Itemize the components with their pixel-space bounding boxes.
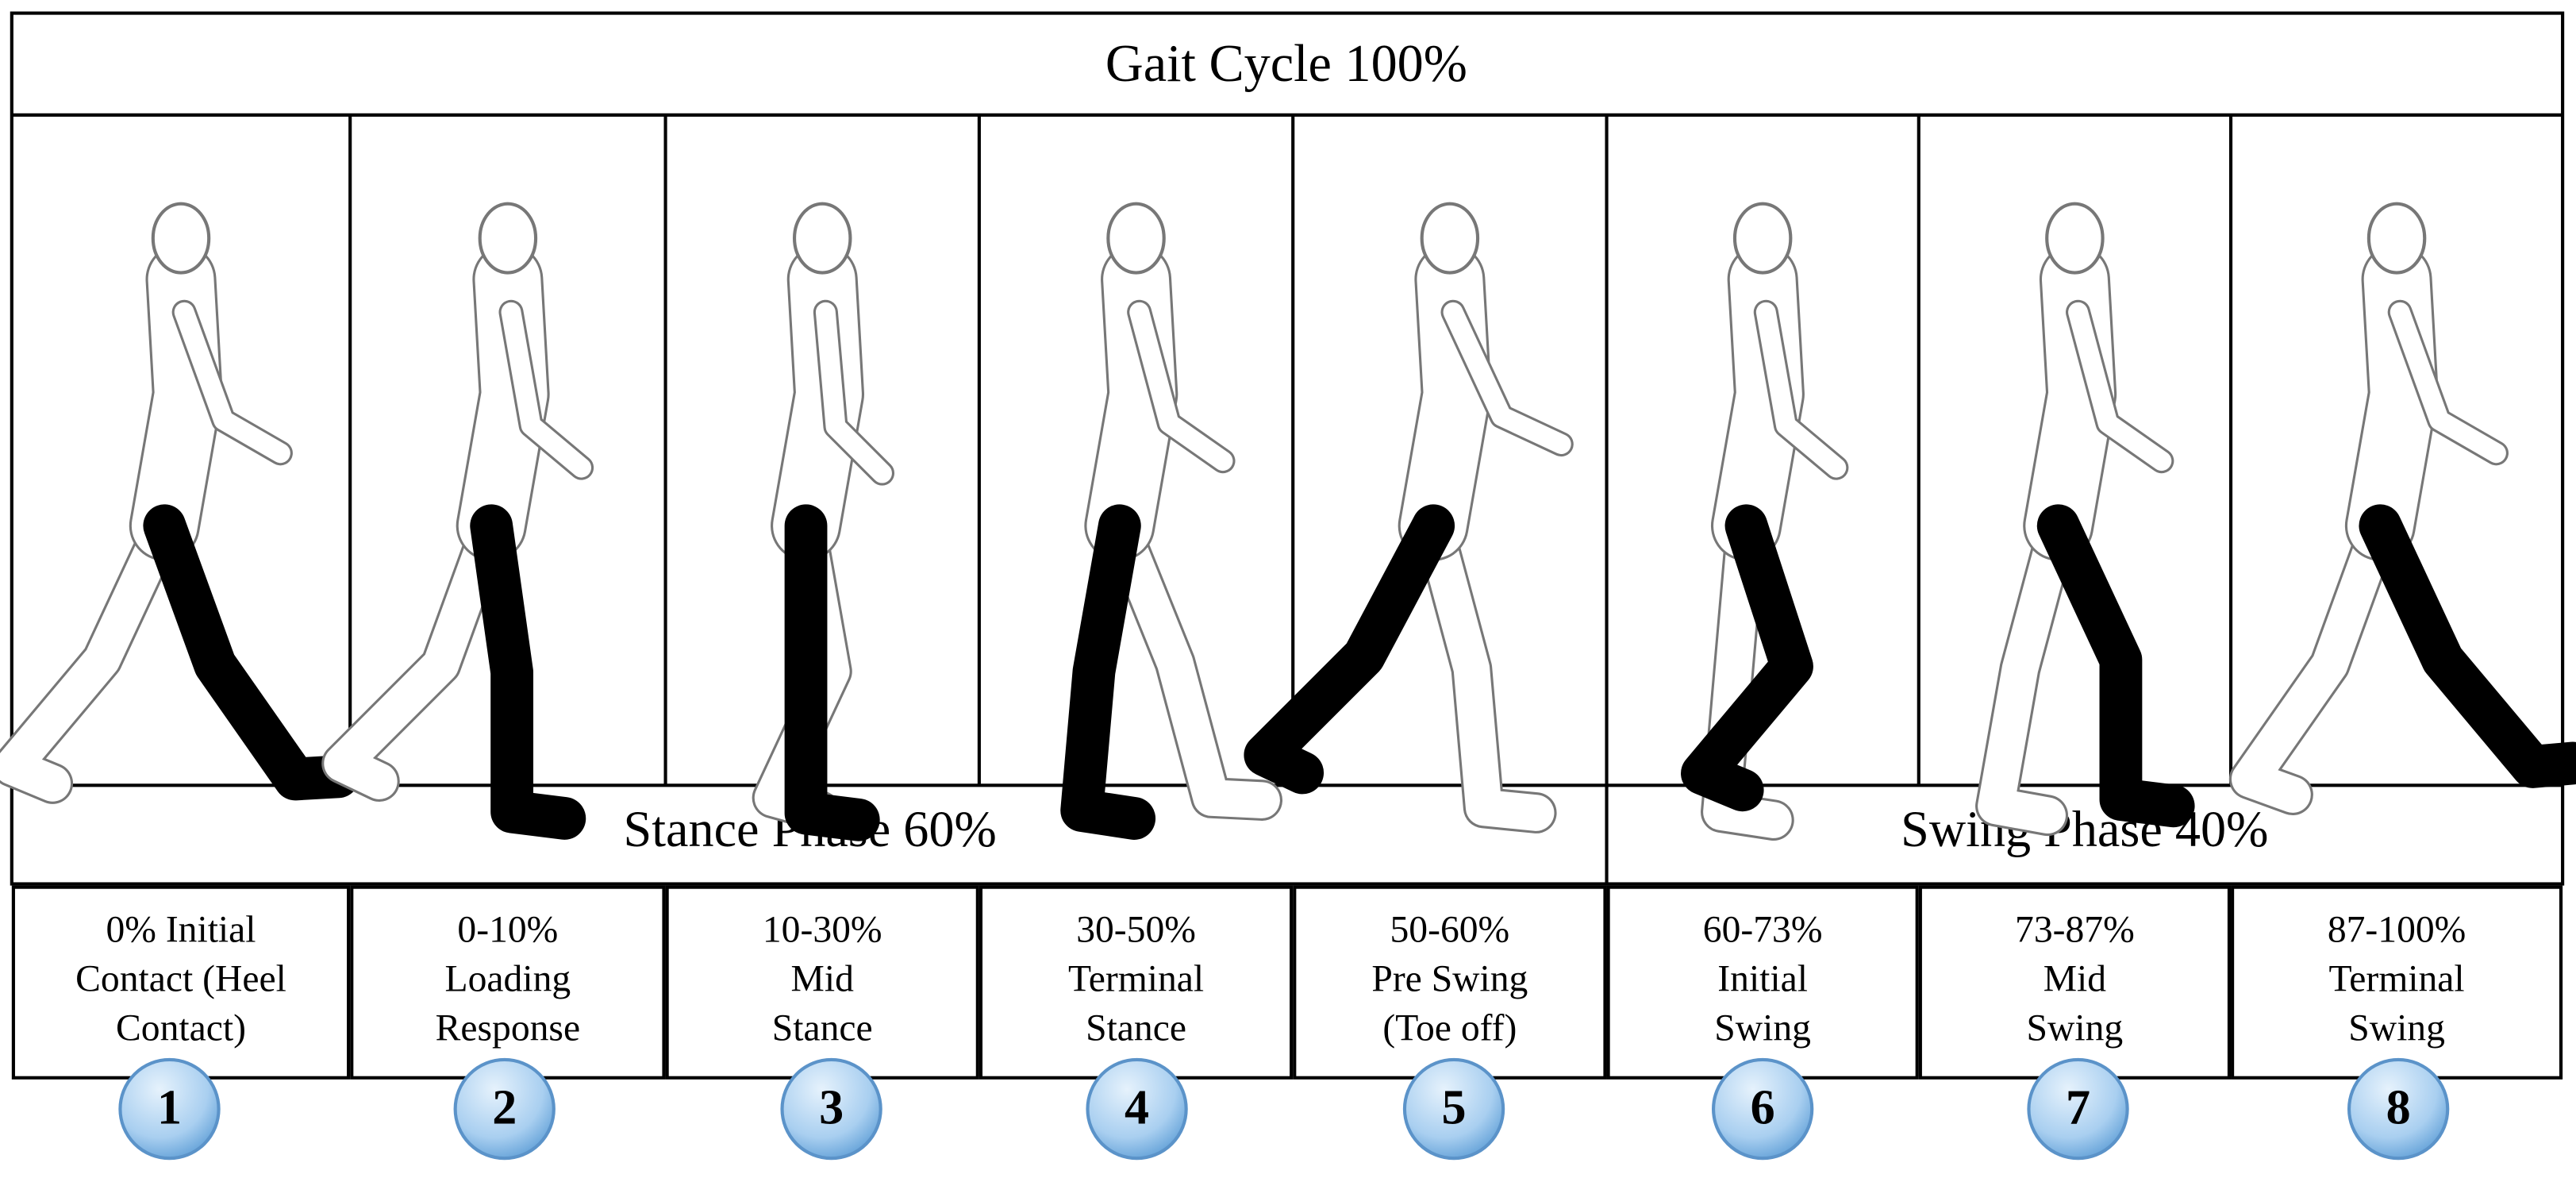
figure-head xyxy=(1732,202,1793,275)
stage-label: Terminal xyxy=(1068,959,1204,1000)
stage-label: Mid xyxy=(2043,959,2107,1000)
figure-head xyxy=(1420,202,1480,275)
figure-leg-highlight xyxy=(1681,504,1813,812)
stage-badge xyxy=(2027,1057,2129,1161)
stage-badge xyxy=(1711,1057,1814,1161)
stage-number: 8 xyxy=(2386,1080,2411,1134)
figure-head xyxy=(1106,202,1166,275)
stage-label: 60-73% xyxy=(1703,910,1823,951)
figure-head xyxy=(478,202,538,275)
stage-label: Mid xyxy=(791,959,855,1000)
stage-label: Contact) xyxy=(116,1008,246,1049)
stage-badge xyxy=(453,1057,556,1161)
stage-number: 2 xyxy=(492,1080,517,1134)
stage-badge xyxy=(2347,1057,2450,1161)
figure-leg xyxy=(1978,507,2077,833)
stage-label: 87-100% xyxy=(2328,910,2466,951)
figure-leg-highlight xyxy=(784,504,880,841)
figure-leg-highlight xyxy=(2036,504,2195,828)
stage-label: Response xyxy=(436,1008,580,1049)
stage-badge xyxy=(118,1057,221,1161)
figure-leg-highlight xyxy=(143,504,360,801)
stage-label: 0% Initial xyxy=(106,910,256,951)
stage-number: 4 xyxy=(1125,1080,1149,1134)
figure-leg xyxy=(1102,507,1280,818)
stage-label: Stance xyxy=(772,1008,873,1049)
figure-leg xyxy=(0,507,183,802)
stage-label: Swing xyxy=(2348,1008,2445,1049)
stage-label: 50-60% xyxy=(1390,910,1510,951)
figure-arm xyxy=(1755,302,1847,478)
figure-arm xyxy=(815,302,892,483)
stage-label: 0-10% xyxy=(457,910,558,951)
figure-arm xyxy=(174,302,290,464)
figure-arm xyxy=(2068,302,2172,472)
stage-badge xyxy=(1086,1057,1188,1161)
stage-label: 30-50% xyxy=(1076,910,1196,951)
stage-number: 6 xyxy=(1751,1080,1775,1134)
figure-head xyxy=(151,202,211,275)
stage-label: Stance xyxy=(1086,1008,1186,1049)
stage-label: Initial xyxy=(1717,959,1808,1000)
figure-arm xyxy=(1129,302,1233,472)
stage-label: Terminal xyxy=(2329,959,2465,1000)
figure-arm xyxy=(501,302,592,478)
figure-head xyxy=(792,202,852,275)
stage-label: 73-87% xyxy=(2015,910,2135,951)
outer-frame xyxy=(10,11,2565,886)
figure-leg-highlight xyxy=(2359,504,2576,788)
stage-badge xyxy=(1402,1057,1505,1161)
stage-label: 10-30% xyxy=(763,910,882,951)
title: Gait Cycle 100% xyxy=(1105,35,1467,93)
stage-number: 5 xyxy=(1442,1080,1467,1134)
figure-head xyxy=(2045,202,2105,275)
figure-arm xyxy=(1443,302,1571,454)
phase-label: Swing Phase 40% xyxy=(1901,801,2268,857)
stage-label: Swing xyxy=(1714,1008,1811,1049)
stage-label: Swing xyxy=(2027,1008,2124,1049)
figure-leg xyxy=(1415,507,1555,831)
stage-badge xyxy=(780,1057,882,1161)
stage-label: Loading xyxy=(445,959,571,1000)
stage-number: 1 xyxy=(157,1080,182,1134)
stage-number: 3 xyxy=(819,1080,844,1134)
figure-head xyxy=(2366,202,2427,275)
stage-label: Contact (Heel xyxy=(75,959,286,1000)
figure-leg-highlight xyxy=(470,504,586,840)
figure-arm xyxy=(2390,302,2506,464)
figure-leg-highlight xyxy=(1244,504,1455,795)
figure-leg xyxy=(2231,507,2399,813)
stage-number: 7 xyxy=(2066,1080,2090,1134)
figure-leg-highlight xyxy=(1060,504,1156,840)
stage-label: Pre Swing xyxy=(1371,959,1528,1000)
figure-leg xyxy=(324,507,509,799)
stage-label: (Toe off) xyxy=(1382,1008,1517,1049)
